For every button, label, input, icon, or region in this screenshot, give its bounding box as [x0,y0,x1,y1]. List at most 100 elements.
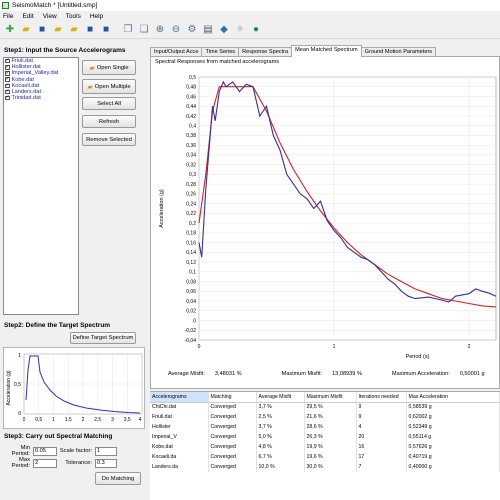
table-row[interactable]: Kocaeli.da Converged 6,7 % 19,6 % 17 0,40719 … [150,452,500,462]
menu-view[interactable]: View [42,12,57,20]
cell: 3,7 % [256,402,305,412]
y-tick-label: 0,06 [186,289,196,295]
y-tick-label: 0,44 [186,104,196,110]
database-icon[interactable]: ◆ [220,23,228,35]
open-folder-icon[interactable]: ▰ [22,23,30,35]
new-file-icon[interactable]: ✚ [5,23,15,35]
scale-factor-input[interactable]: 1 [95,446,117,456]
settings-icon[interactable]: ⚙ [187,23,197,35]
column-header[interactable]: Average Misfit [256,392,305,403]
column-header[interactable]: Maximum Misfit [304,392,357,403]
copy-icon[interactable]: ❐ [123,23,133,35]
y-tick-label: 0,4 [189,124,196,130]
define-target-spectrum-button[interactable]: Define Target Spectrum [70,332,136,344]
tab-mean-matched-spectrum[interactable]: Mean Matched Spectrum [291,45,362,57]
table-row[interactable]: Hollister Converged 3,7 % 28,6 % 4 0,52349 g [150,422,500,432]
chart-title: Spectral Responses from matched accelero… [155,59,280,65]
tolerance-input[interactable]: 0.3 [95,458,117,468]
cell: 7 [356,462,407,472]
remove-selected-button[interactable]: Remove Selected [82,133,136,146]
open-single-button[interactable]: ▰ Open Single [82,60,136,75]
cell: 9 [356,412,407,422]
save-icon[interactable]: ■ [86,23,94,35]
target-xtick: 4 [139,417,142,423]
y-tick-label: 0,02 [186,309,196,315]
list-item[interactable]: Trinidad.dat [4,95,78,101]
scale-factor-label: Scale factor: [59,448,92,454]
x-tick-label: 2 [468,344,471,350]
accelerogram-list[interactable]: Friuli.dat Hollister.dat Imperial_Valley… [3,57,79,315]
open-folder-icon[interactable]: ▰ [70,23,78,35]
cell: Converged [208,432,257,442]
cell: 29,5 % [304,402,357,412]
cell: 16 [356,442,407,452]
mean-matched-spectrum-chart: 0,50,480,460,440,420,40,380,360,340,320,… [159,75,497,360]
target-xtick: 2 [82,417,85,423]
cell: Converged [208,462,257,472]
open-multiple-button[interactable]: ▰ Open Multiple [82,79,136,94]
y-tick-label: 0,28 [186,182,196,188]
report-icon[interactable]: ▤ [203,23,213,35]
cell: 26,3 % [304,432,357,442]
cell: 0,57626 g [406,442,500,452]
tools-icon[interactable]: ✧ [235,23,245,35]
min-period-input[interactable]: 0.05 [33,446,57,456]
results-table: Accelerograms Matching Average Misfit Ma… [150,392,500,472]
folder-icon: ▰ [89,64,95,72]
column-header[interactable]: Iterations needed [356,392,407,403]
column-header[interactable]: Accelerograms [150,392,209,403]
target-xtick: 3,5 [124,417,131,423]
globe-icon[interactable]: ● [252,23,260,35]
max-accel-label: Maximum Acceleration: [391,371,450,377]
table-header-row: Accelerograms Matching Average Misfit Ma… [150,392,500,403]
tab-bar: Input/Output Acce Time Series Response S… [150,44,437,57]
open-folder-icon[interactable]: ▰ [54,23,62,35]
cell: 2,5 % [256,412,305,422]
menu-edit[interactable]: Edit [22,12,34,20]
zoom-in-icon[interactable]: ⊕ [155,23,165,35]
table-row[interactable]: Friuli.dat Converged 2,5 % 21,6 % 9 0,62002 g [150,412,500,422]
save-icon[interactable]: ■ [102,23,110,35]
target-xtick: 0,5 [35,417,42,423]
menu-help[interactable]: Help [89,12,104,20]
table-row[interactable]: ChiChi.dat Converged 3,7 % 29,5 % 9 0,58539 g [150,402,500,412]
cell: 4,8 % [256,442,305,452]
cell: 30,0 % [304,462,357,472]
menu-file[interactable]: File [3,12,14,20]
cell: Converged [208,402,257,412]
cell: 17 [356,452,407,462]
table-row[interactable]: Landers.da Converged 10,0 % 30,0 % 7 0,40000 … [150,462,500,472]
min-period-label: Min Period: [11,445,30,457]
target-xtick: 3 [111,417,114,423]
cell: 0,58539 g [406,402,500,412]
target-gridlines [24,354,142,414]
column-header[interactable]: Matching [208,392,257,403]
table-row[interactable]: Kobe.dat Converged 4,8 % 19,9 % 16 0,57626 g [150,442,500,452]
column-header[interactable]: Max Acceleration [406,392,500,403]
cell: 5,0 % [256,432,305,442]
zoom-out-icon[interactable]: ⊖ [171,23,181,35]
cell: 21,6 % [304,412,357,422]
refresh-button[interactable]: Refresh [82,115,136,128]
y-tick-label: 0,36 [186,143,196,149]
y-tick-label: 0,24 [186,201,196,207]
table-row[interactable]: Imperial_V Converged 5,0 % 26,3 % 20 0,55114 … [150,432,500,442]
cell: 0,55114 g [406,432,500,442]
target-spectrum-plot: 1 0,5 0 0 0,5 1 1,5 2 2,5 3 3,5 4 Accele… [3,347,145,429]
app-icon [2,2,9,9]
select-all-button[interactable]: Select All [82,97,136,110]
target-spectrum-svg: 1 0,5 0 0 0,5 1 1,5 2 2,5 3 3,5 4 Accele… [6,353,143,423]
checkbox[interactable] [5,95,10,101]
y-tick-label: 0,08 [186,279,196,285]
cell: Converged [208,412,257,422]
cell: ChiChi.dat [150,402,209,412]
menu-tools[interactable]: Tools [65,12,81,20]
y-tick-label: 0,2 [189,221,196,227]
target-ylabel: Acceleration (g) [6,370,12,405]
paste-icon[interactable]: ❏ [139,23,149,35]
cell: 6,7 % [256,452,305,462]
do-matching-button[interactable]: Do Matching [95,472,141,485]
max-period-input[interactable]: 2 [33,458,57,468]
cell: Converged [208,422,257,432]
save-icon[interactable]: ■ [38,23,46,35]
